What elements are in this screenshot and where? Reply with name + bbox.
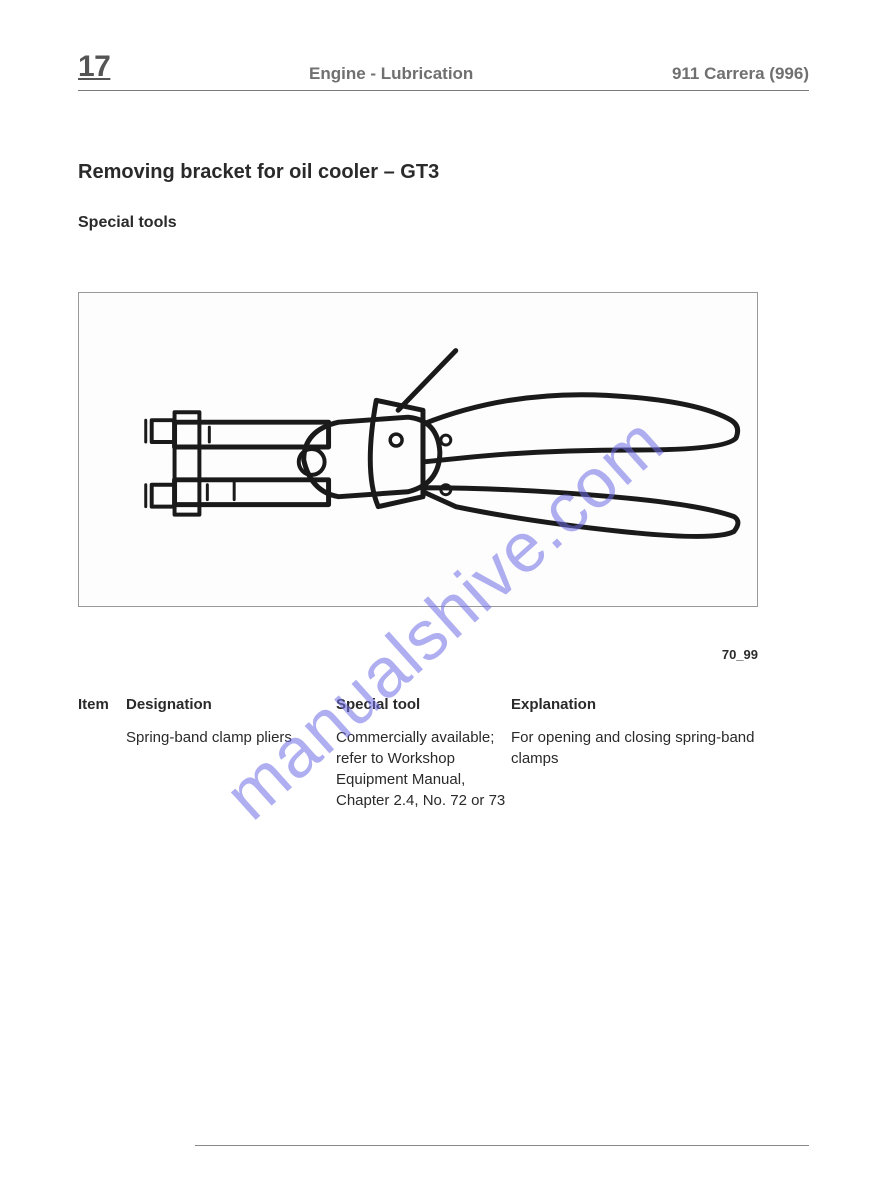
column-header-explanation: Explanation	[511, 694, 758, 715]
page-number: 17	[78, 50, 110, 84]
cell-explanation: For opening and closing spring-band clam…	[511, 727, 758, 769]
cell-special-tool: Commercially available; refer to Worksho…	[336, 727, 511, 811]
pliers-drawing	[79, 293, 757, 606]
column-header-designation: Designation	[126, 694, 336, 715]
column-header-item: Item	[78, 694, 126, 715]
subsection-heading: Special tools	[78, 214, 809, 232]
page: 17 Engine - Lubrication 911 Carrera (996…	[0, 0, 887, 1188]
section-title: Engine - Lubrication	[309, 64, 473, 84]
vehicle-model: 911 Carrera (996)	[672, 64, 809, 84]
column-header-special-tool: Special tool	[336, 694, 511, 715]
procedure-heading: Removing bracket for oil cooler – GT3	[78, 161, 809, 184]
figure-reference: 70_99	[78, 647, 758, 662]
tool-illustration	[78, 292, 758, 607]
page-header: 17 Engine - Lubrication 911 Carrera (996…	[78, 50, 809, 91]
special-tools-table: Item Designation Spring-band clamp plier…	[78, 694, 758, 811]
footer-rule	[195, 1145, 809, 1146]
cell-designation: Spring-band clamp pliers	[126, 727, 336, 748]
